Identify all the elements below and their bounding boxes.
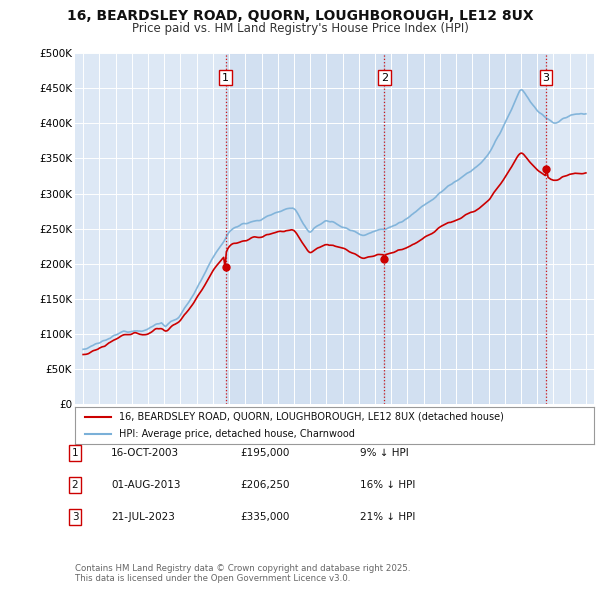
Text: 2: 2 [381, 73, 388, 83]
Text: Contains HM Land Registry data © Crown copyright and database right 2025.
This d: Contains HM Land Registry data © Crown c… [75, 563, 410, 583]
Text: HPI: Average price, detached house, Charnwood: HPI: Average price, detached house, Char… [119, 430, 355, 440]
Text: 9% ↓ HPI: 9% ↓ HPI [360, 448, 409, 458]
Text: £195,000: £195,000 [240, 448, 289, 458]
Text: 16-OCT-2003: 16-OCT-2003 [111, 448, 179, 458]
Text: 1: 1 [71, 448, 79, 458]
Bar [385, 53, 546, 404]
Text: 21% ↓ HPI: 21% ↓ HPI [360, 512, 415, 522]
Text: 01-AUG-2013: 01-AUG-2013 [111, 480, 181, 490]
Text: 16, BEARDSLEY ROAD, QUORN, LOUGHBOROUGH, LE12 8UX (detached house): 16, BEARDSLEY ROAD, QUORN, LOUGHBOROUGH,… [119, 412, 504, 422]
Text: 21-JUL-2023: 21-JUL-2023 [111, 512, 175, 522]
Text: 16, BEARDSLEY ROAD, QUORN, LOUGHBOROUGH, LE12 8UX: 16, BEARDSLEY ROAD, QUORN, LOUGHBOROUGH,… [67, 9, 533, 23]
Text: 2: 2 [71, 480, 79, 490]
Text: 3: 3 [542, 73, 550, 83]
Bar [226, 53, 385, 404]
Text: 16% ↓ HPI: 16% ↓ HPI [360, 480, 415, 490]
Text: £206,250: £206,250 [240, 480, 290, 490]
Text: Price paid vs. HM Land Registry's House Price Index (HPI): Price paid vs. HM Land Registry's House … [131, 22, 469, 35]
Text: £335,000: £335,000 [240, 512, 289, 522]
Text: 3: 3 [71, 512, 79, 522]
Text: 1: 1 [222, 73, 229, 83]
